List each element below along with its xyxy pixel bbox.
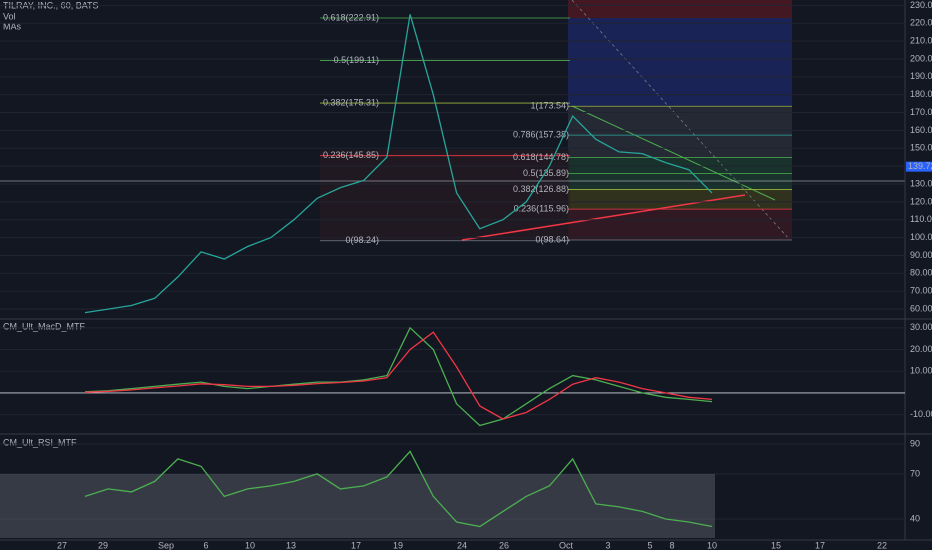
x-tick-label: 17 [351, 540, 361, 550]
fib-label: 0.236(145.85) [323, 150, 379, 160]
y-tick-label: 170.00 [910, 107, 932, 117]
fib-label: 0.382(175.31) [323, 97, 379, 107]
y-tick-label: 80.00 [910, 268, 932, 278]
fib-zone [568, 18, 792, 106]
fib-label: 0(98.64) [535, 234, 569, 244]
y-tick-label: 220.00 [910, 18, 932, 28]
y-tick-label: 180.00 [910, 89, 932, 99]
y-tick-label: 70.00 [910, 286, 932, 296]
y-tick-label: 160.00 [910, 125, 932, 135]
y-tick-label: 100.00 [910, 232, 932, 242]
fib-zone [568, 106, 792, 158]
series-line [84, 14, 713, 314]
x-tick-label: 29 [98, 540, 108, 550]
x-tick-label: 27 [57, 540, 67, 550]
fib-zone [568, 209, 792, 240]
fib-label: 0.618(144.78) [513, 152, 569, 162]
x-tick-label: 19 [393, 540, 403, 550]
rsi-band [0, 473, 715, 538]
y-tick-label: -10.0000 [910, 409, 932, 419]
fib-label: 0.382(126.88) [513, 184, 569, 194]
x-tick-label: Oct [559, 540, 574, 550]
fib-zone [320, 150, 570, 240]
fib-label: 0.5(199.11) [334, 55, 379, 65]
pane-title: CM_Ult_MacD_MTF [3, 321, 86, 331]
x-tick-label: 10 [245, 540, 255, 550]
y-tick-label: 10.0000 [910, 366, 932, 376]
fib-label: 0.786(157.38) [513, 129, 569, 139]
fib-label: 0(98.24) [345, 235, 379, 245]
fib-label: 0.618(222.91) [323, 12, 379, 22]
x-tick-label: 22 [877, 540, 887, 550]
series-line [84, 326, 713, 427]
fib-label: 1(173.54) [530, 101, 569, 111]
price-tag-label: 139.72 [908, 161, 932, 171]
x-tick-label: 24 [457, 540, 467, 550]
x-tick-label: Sep [158, 540, 174, 550]
series-line [84, 331, 713, 420]
price-tag [906, 161, 932, 172]
x-tick-label: 15 [771, 540, 781, 550]
y-tick-label: 230.00 [910, 0, 932, 10]
x-tick-label: 3 [605, 540, 610, 550]
y-tick-label: 20.0000 [910, 344, 932, 354]
y-tick-label: 90 [910, 438, 920, 448]
legend-entry: MAs [3, 21, 22, 31]
y-tick-label: 30.0000 [910, 322, 932, 332]
y-tick-label: 150.00 [910, 143, 932, 153]
trend-line [461, 194, 746, 241]
fib-zone [568, 0, 792, 18]
pane-title: CM_Ult_RSI_MTF [3, 437, 77, 447]
x-tick-label: 10 [707, 540, 717, 550]
x-tick-label: 5 [647, 540, 652, 550]
y-tick-label: 190.00 [910, 71, 932, 81]
y-tick-label: 120.00 [910, 196, 932, 206]
fib-label: 0.236(115.96) [514, 203, 569, 213]
x-tick-label: 26 [499, 540, 509, 550]
x-tick-label: 13 [286, 540, 296, 550]
legend-entry: Vol [3, 11, 16, 21]
y-tick-label: 60.00 [910, 303, 932, 313]
y-tick-label: 210.00 [910, 35, 932, 45]
fib-label: 0.5(135.89) [523, 168, 569, 178]
y-tick-label: 130.00 [910, 178, 932, 188]
x-tick-label: 17 [815, 540, 825, 550]
x-tick-label: 6 [203, 540, 208, 550]
y-tick-label: 200.00 [910, 53, 932, 63]
fib-zone [568, 189, 792, 209]
y-tick-label: 70 [910, 468, 920, 478]
y-tick-label: 110.00 [910, 214, 932, 224]
series-line [84, 450, 713, 528]
x-tick-label: 8 [669, 540, 674, 550]
trend-line [571, 0, 791, 241]
y-tick-label: 90.00 [910, 250, 932, 260]
y-tick-label: 40 [910, 513, 920, 523]
